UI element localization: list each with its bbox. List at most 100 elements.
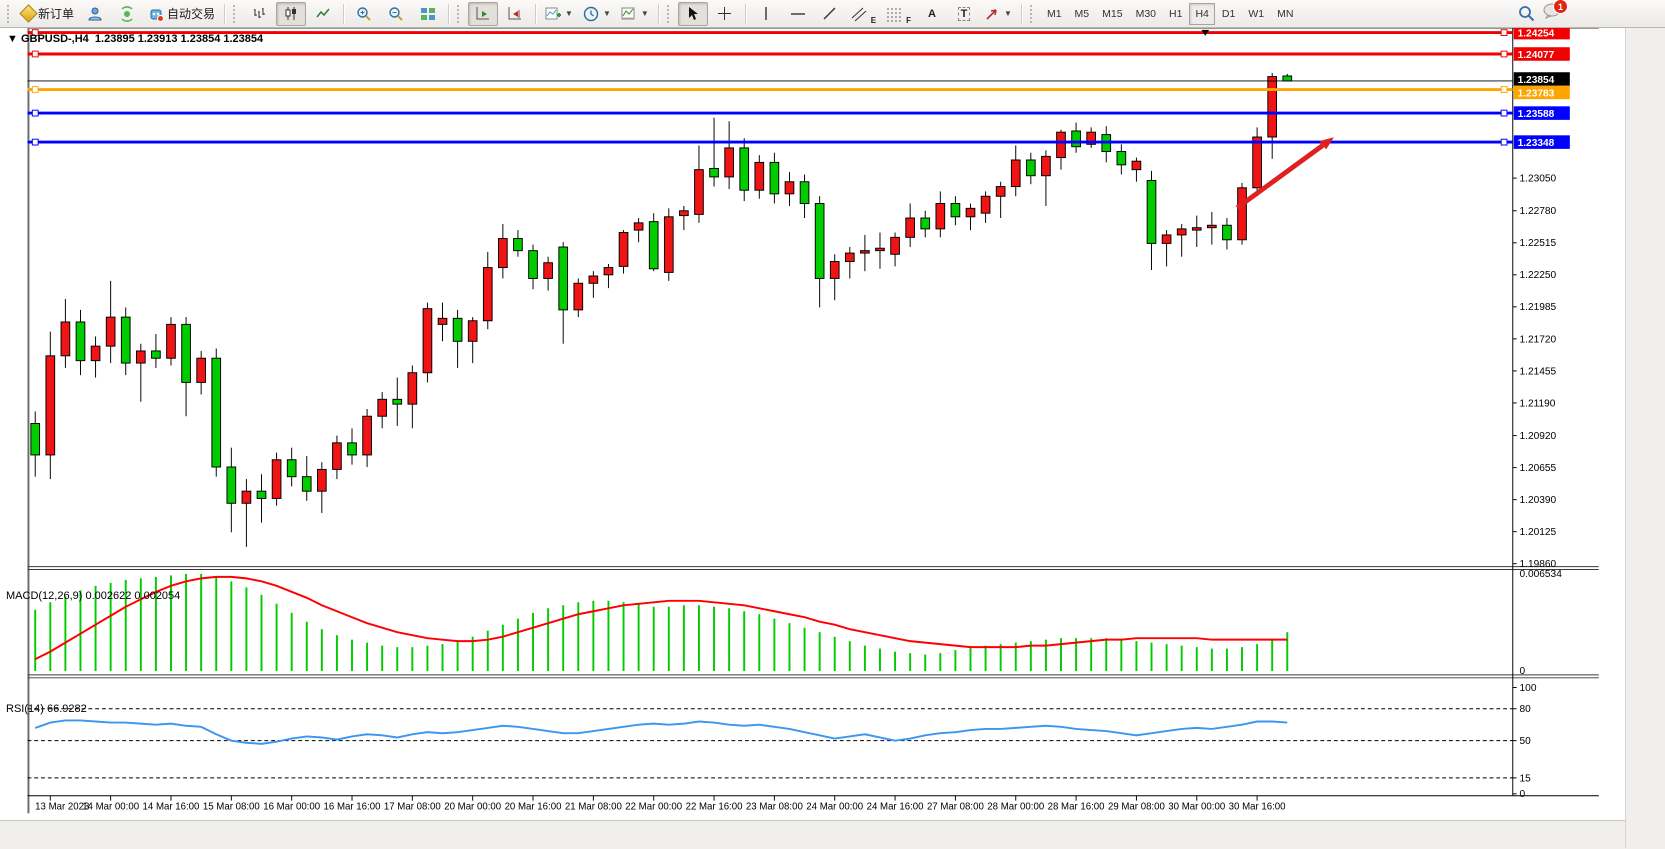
timeframe-M5[interactable]: M5: [1074, 7, 1090, 20]
price-flag: 1.23783: [1513, 85, 1570, 99]
trendline-icon: [823, 7, 836, 20]
svg-text:1.21190: 1.21190: [1520, 398, 1556, 409]
text-tool-button[interactable]: A: [917, 2, 947, 26]
line-handle[interactable]: [31, 29, 39, 36]
zoom-in-icon: [357, 6, 371, 21]
toolbar-grip[interactable]: [233, 4, 239, 23]
svg-text:1.20125: 1.20125: [1520, 527, 1557, 538]
chart-canvas[interactable]: 1.23050 1.22780 1.22515 1.22250 1.21985 1.217…: [0, 28, 1665, 848]
auto-scroll-icon: [476, 7, 490, 20]
trendline-tool-button[interactable]: [815, 2, 845, 26]
timeframe-MN[interactable]: MN: [1277, 7, 1294, 20]
timeframe-H4[interactable]: H4: [1189, 2, 1215, 25]
line-chart-icon: [315, 8, 330, 18]
tile-windows-button[interactable]: [413, 2, 443, 26]
zoom-out-button[interactable]: [381, 2, 411, 26]
zoom-in-button[interactable]: [349, 2, 379, 26]
price-flag: 1.24077: [1513, 47, 1570, 61]
templates-button[interactable]: ▼: [617, 2, 653, 26]
auto-trading-button[interactable]: 自动交易: [144, 2, 219, 26]
chart-shift-icon: [508, 7, 522, 20]
market-watch-button[interactable]: [80, 2, 110, 26]
text-label-tool-button[interactable]: T: [949, 2, 979, 26]
new-order-icon: [19, 4, 38, 23]
price-axis[interactable]: 1.23050 1.22780 1.22515 1.22250 1.21985 1.217…: [1512, 174, 1557, 571]
toolbar-grip[interactable]: [1029, 4, 1036, 23]
chart-window[interactable]: 1.23050 1.22780 1.22515 1.22250 1.21985 1.217…: [0, 28, 1665, 849]
signals-button[interactable]: [112, 2, 142, 26]
zoom-out-icon: [389, 6, 403, 21]
svg-text:0.006534: 0.006534: [1520, 569, 1563, 580]
fibonacci-tool-button[interactable]: F: [882, 2, 915, 26]
timeframe-H1[interactable]: H1: [1169, 7, 1183, 20]
cursor-tool-button[interactable]: [677, 1, 708, 26]
macd-signal-line: [34, 575, 1288, 660]
vertical-line-icon: [765, 7, 767, 20]
macd-histogram: [34, 573, 1289, 672]
line-handle[interactable]: [31, 109, 39, 117]
toolbar-grip[interactable]: [7, 4, 13, 23]
svg-text:15: 15: [1520, 773, 1532, 784]
line-chart-mode-button[interactable]: [308, 2, 338, 26]
line-handle[interactable]: [1500, 86, 1508, 93]
svg-text:1.23588: 1.23588: [1518, 109, 1555, 120]
timeframe-D1[interactable]: D1: [1221, 7, 1236, 20]
svg-text:1.20920: 1.20920: [1520, 431, 1557, 442]
search-icon[interactable]: [1518, 5, 1535, 22]
new-order-label: 新订单: [38, 7, 75, 21]
fibonacci-letter: F: [906, 15, 912, 25]
svg-text:1.23783: 1.23783: [1518, 88, 1555, 99]
profile-icon: [88, 7, 102, 20]
macd-indicator-label: MACD(12,26,9) 0.002622 0.002054: [6, 590, 181, 602]
timeframe-M30[interactable]: M30: [1135, 7, 1157, 20]
vertical-line-tool-button[interactable]: [751, 2, 781, 26]
svg-text:80: 80: [1520, 704, 1532, 715]
chart-symbol: GBPUSD-,H4: [20, 33, 89, 45]
line-handle[interactable]: [31, 50, 39, 58]
horizontal-level-lines[interactable]: [27, 29, 1513, 146]
trend-arrow-annotation[interactable]: [1235, 137, 1334, 210]
timeframe-W1[interactable]: W1: [1248, 7, 1265, 20]
line-handle[interactable]: [1500, 109, 1508, 117]
line-handle[interactable]: [31, 138, 39, 146]
notification-badge: 1: [1553, 0, 1568, 14]
line-handle[interactable]: [1500, 29, 1508, 36]
line-handle[interactable]: [1500, 50, 1508, 58]
indicators-button[interactable]: ▼: [541, 2, 577, 26]
svg-text:29 Mar 08:00: 29 Mar 08:00: [1108, 801, 1165, 812]
macd-axis: 0.006534 0: [1520, 569, 1563, 677]
crosshair-tool-button[interactable]: [710, 2, 740, 26]
notifications-button[interactable]: 1: [1543, 0, 1568, 24]
new-order-button[interactable]: 新订单: [18, 2, 78, 26]
channel-tool-button[interactable]: E: [847, 2, 880, 26]
collapse-arrow-icon[interactable]: ▼: [7, 33, 18, 45]
channel-letter: E: [870, 15, 877, 25]
signal-icon: [121, 5, 133, 22]
toolbar-grip[interactable]: [666, 4, 673, 23]
svg-text:50: 50: [1520, 736, 1532, 747]
svg-text:20 Mar 00:00: 20 Mar 00:00: [444, 801, 501, 812]
horizontal-line-tool-button[interactable]: [783, 2, 813, 26]
line-handle[interactable]: [1500, 138, 1508, 146]
toolbar-grip[interactable]: [457, 4, 463, 23]
arrows-tool-button[interactable]: ▼: [981, 2, 1016, 26]
crosshair-icon: [718, 7, 732, 20]
timeframe-bar: M1 M5 M15 M30 H1 H4 D1 W1 MN: [1041, 2, 1299, 25]
auto-scroll-button[interactable]: [468, 1, 499, 26]
chart-ohlc-values: 1.23895 1.23913 1.23854 1.23854: [94, 33, 264, 45]
line-handle[interactable]: [31, 86, 39, 93]
svg-text:100: 100: [1520, 683, 1537, 694]
candle-chart-mode-button[interactable]: [276, 1, 307, 26]
text-tool-letter: A: [928, 7, 936, 20]
equidistant-channel-icon: [851, 7, 867, 21]
periods-button[interactable]: ▼: [579, 2, 615, 26]
timeframe-M15[interactable]: M15: [1102, 7, 1123, 20]
svg-text:1.20655: 1.20655: [1520, 463, 1557, 474]
candlestick-icon: [285, 7, 296, 20]
chart-shift-button[interactable]: [500, 2, 530, 26]
bar-chart-mode-button[interactable]: [244, 2, 274, 26]
timeframe-M1[interactable]: M1: [1046, 7, 1062, 20]
svg-text:13 Mar 2023: 13 Mar 2023: [35, 801, 89, 812]
price-flag: 1.23348: [1513, 135, 1570, 149]
